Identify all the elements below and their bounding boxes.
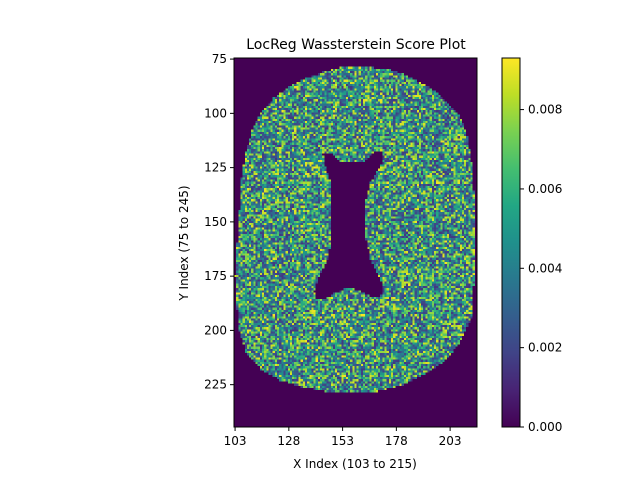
x-tick-label: 178 <box>385 434 408 448</box>
y-tick-label: 75 <box>212 52 227 66</box>
x-tick-label: 203 <box>439 434 462 448</box>
colorbar-tick-label: 0.008 <box>528 103 562 117</box>
y-tick-label: 125 <box>204 161 227 175</box>
y-axis-ticks: 75 100 125 150 175 200 225 <box>204 52 234 392</box>
colorbar-ticks: 0.000 0.002 0.004 0.006 0.008 <box>520 103 562 434</box>
colorbar-tick-label: 0.006 <box>528 182 562 196</box>
chart-title: LocReg Wassterstein Score Plot <box>246 37 466 53</box>
colorbar-tick-label: 0.002 <box>528 341 562 355</box>
y-tick-label: 225 <box>204 378 227 392</box>
y-axis-label: Y Index (75 to 245) <box>177 185 191 301</box>
y-tick-label: 175 <box>204 269 227 283</box>
colorbar-tick-label: 0.000 <box>528 420 562 434</box>
heatmap-image <box>234 58 477 427</box>
plot-frame <box>233 57 478 428</box>
x-tick-label: 153 <box>331 434 354 448</box>
y-tick-label: 200 <box>204 323 227 337</box>
x-tick-label: 103 <box>224 434 247 448</box>
y-tick-label: 150 <box>204 215 227 229</box>
colorbar: 0.000 0.002 0.004 0.006 0.008 <box>501 57 562 434</box>
heatmap-plot-area <box>233 57 478 428</box>
x-tick-label: 128 <box>277 434 300 448</box>
x-axis-label: X Index (103 to 215) <box>293 457 417 471</box>
y-tick-label: 100 <box>204 106 227 120</box>
colorbar-tick-label: 0.004 <box>528 261 562 275</box>
x-axis-ticks: 103 128 153 178 203 <box>224 427 462 448</box>
colorbar-gradient <box>501 57 521 428</box>
